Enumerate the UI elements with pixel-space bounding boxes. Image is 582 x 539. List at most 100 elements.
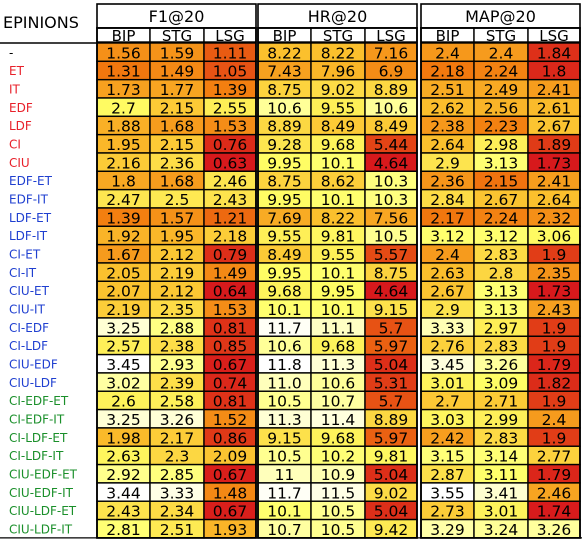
cell-value: 10.1 xyxy=(321,264,356,282)
cell-value: 1.11 xyxy=(213,44,248,62)
cell-value: 10.1 xyxy=(321,191,356,209)
cell-value: 2.4 xyxy=(435,44,460,62)
cell-value: 1.49 xyxy=(213,264,248,282)
cell-value: 1.95 xyxy=(160,228,195,246)
cell-value: 8.89 xyxy=(374,411,409,429)
cell-value: 5.04 xyxy=(374,466,409,484)
cell-value: 2.16 xyxy=(106,154,141,172)
cell-value: 0.76 xyxy=(213,136,248,154)
cell-value: 2.15 xyxy=(160,136,195,154)
table-row: CIU-LDF 3.02 2.39 0.74 11.0 10.6 5.31 3.01 3.09 1… xyxy=(9,372,581,392)
cell-value: 1.39 xyxy=(106,209,141,227)
row-label: LDF xyxy=(9,119,32,133)
cell-value: 1.73 xyxy=(537,154,572,172)
cell-value: 2.93 xyxy=(160,356,195,374)
cell-value: 2.38 xyxy=(160,338,195,356)
cell-value: 3.15 xyxy=(430,448,465,466)
cell-value: 2.4 xyxy=(489,44,514,62)
metric-group-1: F1@20 BIP STG LSG xyxy=(96,3,257,45)
metric-group-2: HR@20 BIP STG LSG xyxy=(257,3,418,45)
group-title-box xyxy=(96,3,257,29)
cell-value: 10.5 xyxy=(321,503,356,521)
cell-value: 8.22 xyxy=(321,44,356,62)
cell-value: 9.15 xyxy=(267,429,302,447)
cell-value: 0.63 xyxy=(213,154,248,172)
cell-value: 2.92 xyxy=(106,466,141,484)
cell-value: 3.24 xyxy=(484,521,519,539)
cell-value: 5.44 xyxy=(374,136,409,154)
cell-value: 2.42 xyxy=(430,429,465,447)
cell-value: 9.28 xyxy=(267,136,302,154)
cell-value: 9.81 xyxy=(374,448,409,466)
cell-value: 0.67 xyxy=(213,503,248,521)
cell-value: 2.57 xyxy=(106,338,141,356)
cell-value: 2.76 xyxy=(430,338,465,356)
row-label: EDF-IT xyxy=(9,192,49,206)
cell-value: 1.84 xyxy=(537,44,572,62)
row-label: IT xyxy=(9,82,21,96)
cell-value: 8.62 xyxy=(321,173,356,191)
cell-value: 5.04 xyxy=(374,356,409,374)
cell-value: 11.0 xyxy=(267,374,302,392)
cell-value: 8.75 xyxy=(267,173,302,191)
cell-value: 2.4 xyxy=(542,411,567,429)
cell-value: 1.73 xyxy=(106,81,141,99)
cell-value: 11.1 xyxy=(321,319,356,337)
row-label: - xyxy=(9,46,13,60)
cell-value: 1.68 xyxy=(160,118,195,136)
table-row: CIU 2.16 2.36 0.63 9.95 10.1 4.64 2.9 3.13 1.73 xyxy=(9,152,581,172)
table-row: EDF-IT 2.47 2.5 2.43 9.95 10.1 10.3 2.84 2.67 2.6… xyxy=(9,188,581,209)
cell-value: 3.55 xyxy=(430,484,465,502)
cell-value: 2.05 xyxy=(106,264,141,282)
table-row: CIU-LDF-ET 2.43 2.34 0.67 10.1 10.5 5.04 2.73 3.… xyxy=(9,500,581,521)
cell-value: 0.74 xyxy=(213,374,248,392)
cell-value: 7.43 xyxy=(267,63,302,81)
cell-value: 2.41 xyxy=(537,81,572,99)
cell-value: 0.85 xyxy=(213,338,248,356)
cell-value: 1.79 xyxy=(537,466,572,484)
cell-value: 3.12 xyxy=(484,228,519,246)
cell-value: 0.67 xyxy=(213,466,248,484)
cell-value: 2.97 xyxy=(484,319,519,337)
cell-value: 3.44 xyxy=(106,484,141,502)
cell-value: 2.32 xyxy=(537,209,572,227)
cell-value: 3.13 xyxy=(484,154,519,172)
table-row: CI-IT 2.05 2.19 1.49 9.95 10.1 8.75 2.63 2.8 2.35 xyxy=(9,262,581,282)
cell-value: 8.89 xyxy=(267,118,302,136)
cell-value: 9.55 xyxy=(321,246,356,264)
cell-value: 11.3 xyxy=(267,411,302,429)
cell-value: 2.18 xyxy=(213,228,248,246)
cell-value: 2.88 xyxy=(160,319,195,337)
row-label: ET xyxy=(9,64,25,78)
cell-value: 2.62 xyxy=(430,99,465,117)
cell-value: 10.1 xyxy=(321,154,356,172)
table-row: CI-EDF-IT 3.25 3.26 1.52 11.3 11.4 8.89 3.03 2.9… xyxy=(9,408,581,429)
cell-value: 2.51 xyxy=(430,81,465,99)
cell-value: 1.21 xyxy=(213,209,248,227)
cell-value: 1.39 xyxy=(213,81,248,99)
cell-value: 2.7 xyxy=(111,99,136,117)
cell-value: 8.49 xyxy=(321,118,356,136)
group-title: F1@20 xyxy=(149,7,205,26)
row-label: EDF-ET xyxy=(9,174,53,188)
table-row: CIU-ET 2.07 2.12 0.64 9.68 9.95 4.64 2.67 3.13 1.… xyxy=(9,280,581,301)
table-row: LDF-IT 1.92 1.95 2.18 9.55 9.81 10.5 3.12 3.12 3.… xyxy=(9,225,581,246)
row-label: LDF-IT xyxy=(9,229,48,243)
cell-value: 5.97 xyxy=(374,338,409,356)
group-title-box xyxy=(420,3,581,29)
cell-value: 10.9 xyxy=(321,466,356,484)
cell-value: 10.5 xyxy=(267,393,302,411)
cell-value: 2.58 xyxy=(160,393,195,411)
cell-value: 1.82 xyxy=(537,374,572,392)
cell-value: 2.99 xyxy=(484,411,519,429)
cell-value: 2.9 xyxy=(435,154,460,172)
cell-value: 3.02 xyxy=(106,374,141,392)
cell-value: 2.6 xyxy=(111,393,136,411)
table-row: ET 1.31 1.49 1.05 7.43 7.96 6.9 2.18 2.24 1.8 xyxy=(9,60,581,81)
cell-value: 2.67 xyxy=(537,118,572,136)
cell-value: 2.84 xyxy=(430,191,465,209)
table-row: EDF-ET 1.8 1.68 2.46 8.75 8.62 10.3 2.36 2.15 2.4… xyxy=(9,170,581,191)
cell-value: 2.85 xyxy=(160,466,195,484)
table-row: - 1.56 1.59 1.11 8.22 8.22 7.16 2.4 2.4 1.84 xyxy=(9,42,581,62)
